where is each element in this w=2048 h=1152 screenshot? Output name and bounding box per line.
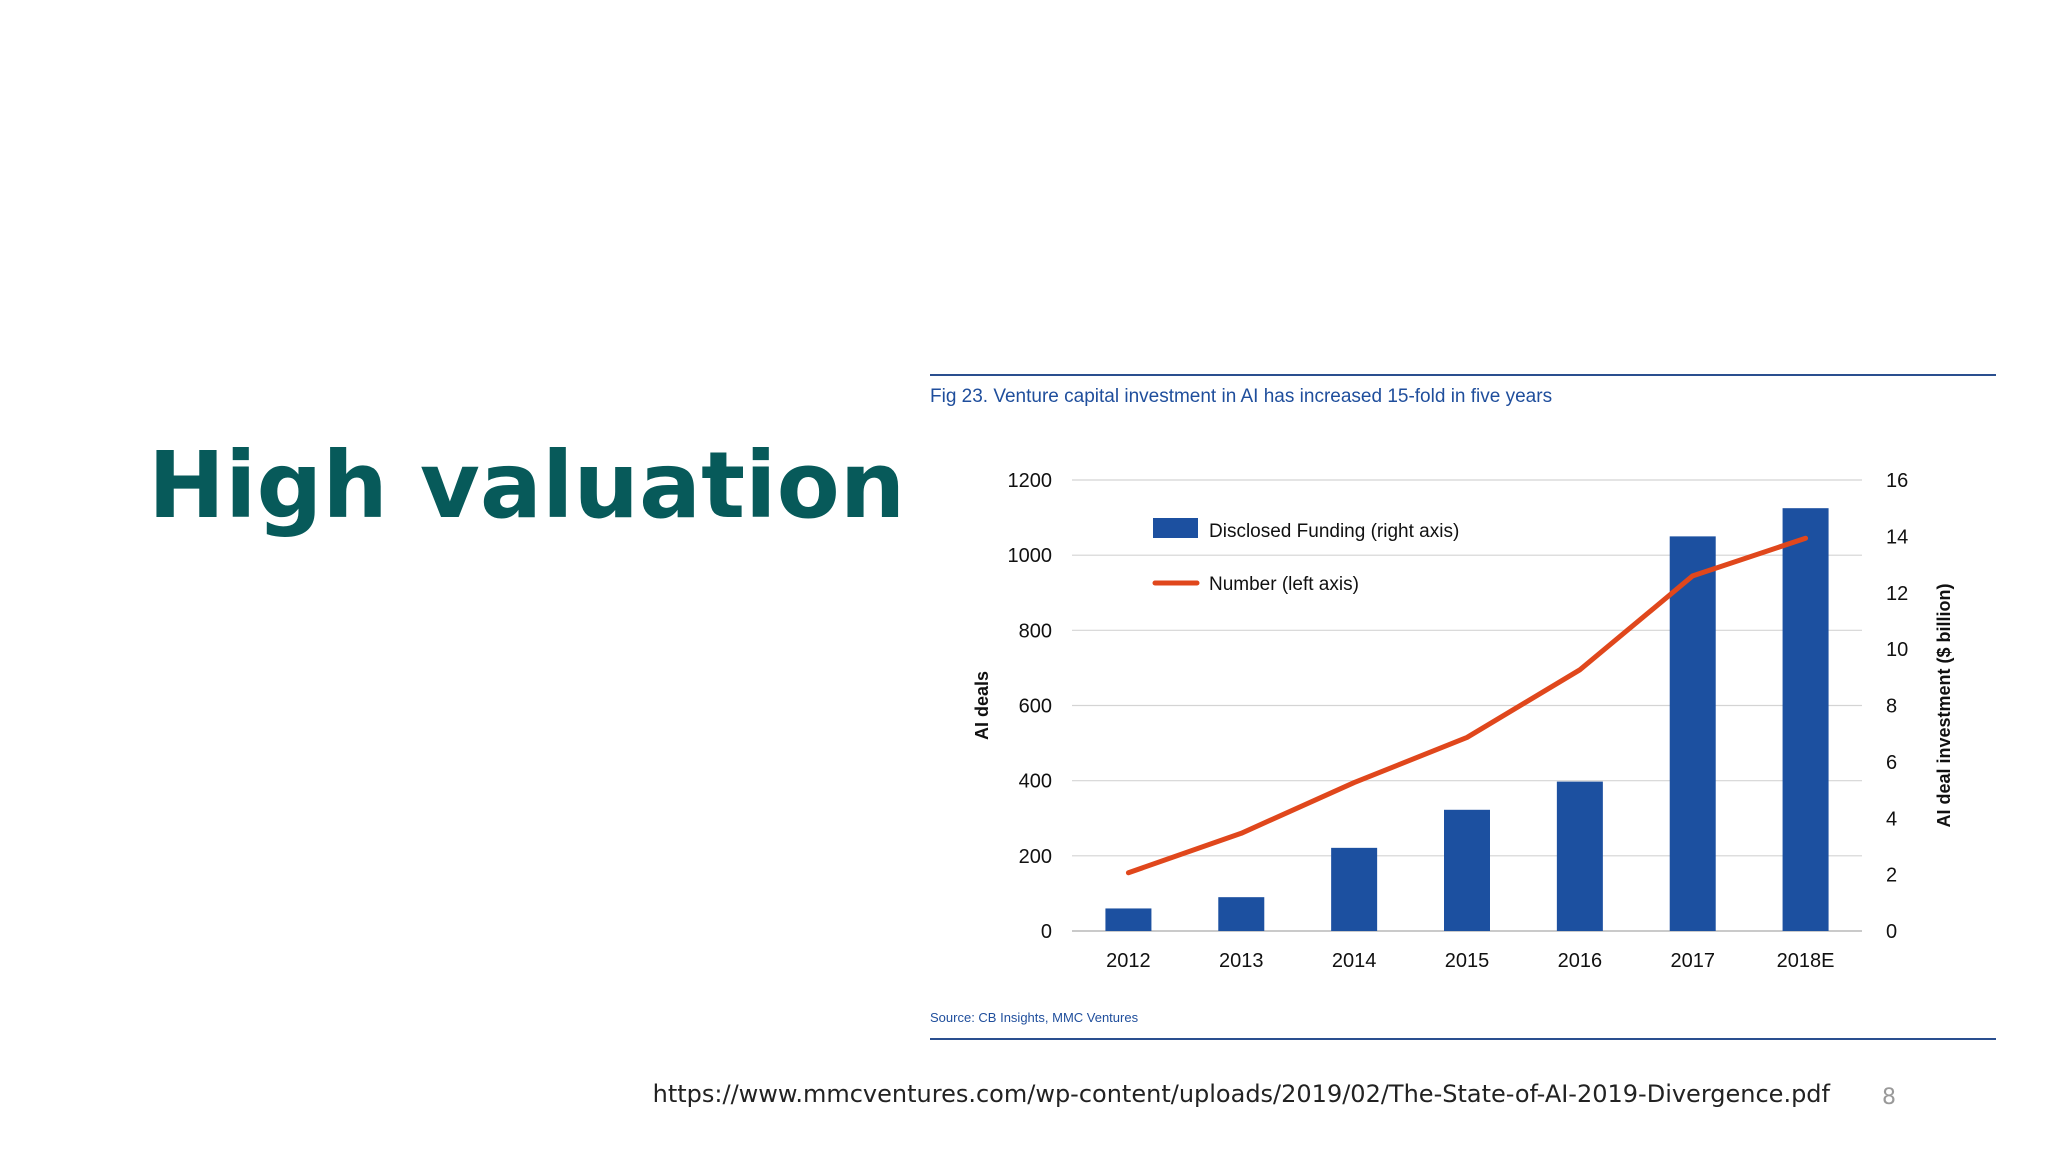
x-tick-label: 2012 xyxy=(1106,950,1151,972)
y-tick-label: 400 xyxy=(1019,771,1052,793)
legend-label-line: Number (left axis) xyxy=(1209,574,1359,595)
figure-bottom-rule xyxy=(930,1038,1996,1040)
x-tick-label: 2017 xyxy=(1670,950,1715,972)
y2-tick-label: 8 xyxy=(1886,696,1897,718)
bars xyxy=(1105,508,1829,931)
line-number-series xyxy=(1125,535,1809,876)
line-series xyxy=(1125,535,1809,876)
grid-lines xyxy=(1072,479,1862,932)
y-tick-label: 200 xyxy=(1019,846,1052,868)
legend-label-bar: Disclosed Funding (right axis) xyxy=(1209,521,1459,542)
y2-tick-label: 4 xyxy=(1886,808,1897,830)
figure-top-rule xyxy=(930,374,1996,376)
y2-tick-label: 6 xyxy=(1886,752,1897,774)
x-tick-label: 2018E xyxy=(1777,950,1835,972)
y-tick-label: 600 xyxy=(1019,696,1052,718)
legend: Disclosed Funding (right axis) Number (l… xyxy=(1152,518,1459,595)
y2-tick-label: 12 xyxy=(1886,583,1908,605)
x-tick-label: 2014 xyxy=(1332,950,1377,972)
y-tick-label: 800 xyxy=(1019,620,1052,642)
x-tick-label: 2015 xyxy=(1445,950,1490,972)
figure-source: Source: CB Insights, MMC Ventures xyxy=(930,1010,1139,1025)
bar-2017 xyxy=(1669,536,1716,931)
y2-tick-label: 0 xyxy=(1886,921,1897,943)
bar-2015 xyxy=(1444,809,1490,931)
page-number: 8 xyxy=(1882,1085,1896,1110)
y2-tick-label: 14 xyxy=(1886,526,1908,548)
x-tick-label: 2013 xyxy=(1219,950,1264,972)
y-tick-label: 0 xyxy=(1041,921,1052,943)
chart: 0 200 400 600 800 1000 1200 0 2 4 6 8 10 12 14 16 2012 20… xyxy=(972,470,1954,972)
bar-2018E xyxy=(1782,508,1829,931)
y2-axis-label: AI deal investment ($ billion) xyxy=(1934,583,1954,827)
bar-2016 xyxy=(1556,781,1603,931)
bar-2012 xyxy=(1105,908,1152,931)
x-tick-label: 2016 xyxy=(1558,950,1603,972)
slide-title: High valuation xyxy=(148,432,906,539)
y-tick-label: 1000 xyxy=(1008,545,1053,567)
bar-2014 xyxy=(1331,847,1378,931)
y2-tick-label: 2 xyxy=(1886,865,1897,887)
axes: 0 200 400 600 800 1000 1200 0 2 4 6 8 10 12 14 16 2012 20… xyxy=(1008,470,1909,972)
bar-2013 xyxy=(1218,897,1265,931)
source-url-link[interactable]: https://www.mmcventures.com/wp-content/u… xyxy=(652,1080,1830,1108)
y-axis-label: AI deals xyxy=(972,671,992,740)
legend-swatch-bar xyxy=(1153,518,1198,538)
y2-tick-label: 16 xyxy=(1886,470,1908,492)
y2-tick-label: 10 xyxy=(1886,639,1908,661)
y-tick-label: 1200 xyxy=(1008,470,1053,492)
figure-caption: Fig 23. Venture capital investment in AI… xyxy=(930,386,1553,407)
